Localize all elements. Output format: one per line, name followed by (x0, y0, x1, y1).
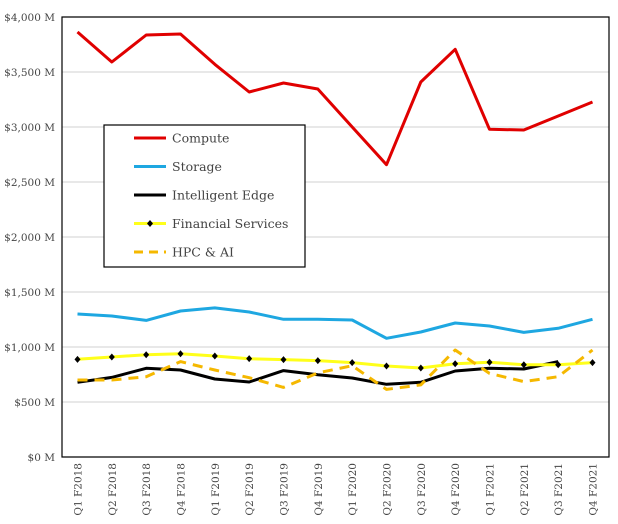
series-line (77, 306, 593, 340)
series-line (77, 360, 559, 386)
x-tick-label: Q2 F2019 (244, 463, 256, 516)
data-point-marker (143, 351, 150, 359)
x-tick-label: Q3 F2021 (553, 463, 565, 516)
legend-label: HPC & AI (172, 245, 234, 260)
x-tick-label: Q2 F2020 (382, 463, 394, 516)
y-tick-label: $2,500 M (4, 177, 55, 189)
legend-item: Compute (134, 131, 229, 146)
data-point-marker (314, 357, 321, 365)
legend-label: Storage (172, 159, 222, 174)
x-tick-label: Q4 F2020 (450, 463, 462, 516)
x-tick-label: Q2 F2021 (519, 463, 531, 516)
legend-item: Financial Services (134, 216, 288, 231)
x-tick-label: Q3 F2020 (416, 463, 428, 516)
x-tick-label: Q4 F2018 (176, 463, 188, 516)
y-tick-label: $3,000 M (4, 122, 55, 134)
data-point-marker (108, 353, 115, 361)
series-hpc-ai (77, 348, 594, 391)
y-tick-label: $1,000 M (4, 342, 55, 354)
y-tick-label: $3,500 M (4, 67, 55, 79)
data-point-marker (383, 362, 390, 370)
data-point-marker (349, 359, 356, 367)
data-point-marker (555, 361, 562, 369)
x-tick-label: Q4 F2019 (313, 463, 325, 516)
data-point-marker (211, 352, 218, 360)
legend: Compute Storage Intelligent Edge Financial … (103, 124, 306, 268)
series-compute (76, 30, 594, 167)
series-line (77, 348, 594, 391)
y-tick-label: $500 M (14, 397, 55, 409)
x-tick-label: Q1 F2018 (73, 463, 85, 516)
plot-border (61, 16, 610, 458)
series-line (76, 30, 594, 167)
series-lines (74, 30, 596, 391)
x-tick-label: Q4 F2021 (588, 463, 600, 516)
data-point-marker (246, 355, 253, 363)
series-storage (77, 306, 593, 340)
legend-item: Storage (134, 159, 222, 174)
y-tick-label: $0 M (28, 452, 56, 464)
data-point-marker (74, 355, 81, 363)
series-line (77, 352, 593, 370)
x-tick-label: Q2 F2018 (107, 463, 119, 516)
legend-item: Intelligent Edge (134, 188, 274, 203)
data-point-marker (452, 360, 459, 368)
y-axis-tick-labels: $0 M $500 M $1,000 M $1,500 M $2,000 M $2,500… (4, 12, 55, 464)
legend-label: Compute (172, 131, 229, 146)
x-axis-tick-labels: Q1 F2018 Q2 F2018 Q3 F2018 Q4 F2018 Q1 F2019… (73, 463, 600, 516)
x-tick-label: Q3 F2018 (141, 463, 153, 516)
legend-label: Intelligent Edge (172, 188, 274, 203)
legend-label: Financial Services (172, 216, 288, 231)
data-point-marker (520, 361, 527, 369)
y-tick-label: $1,500 M (4, 287, 55, 299)
data-point-marker (280, 356, 287, 364)
data-point-marker (177, 350, 184, 358)
legend-item: HPC & AI (134, 245, 234, 260)
series-intelligent-edge (77, 360, 559, 386)
data-point-marker (589, 359, 596, 367)
data-point-marker (486, 358, 493, 366)
x-tick-label: Q1 F2019 (210, 463, 222, 516)
x-tick-label: Q3 F2019 (279, 463, 291, 516)
x-tick-label: Q1 F2021 (485, 463, 497, 516)
legend-marker (147, 220, 153, 227)
series-financial-services (74, 350, 596, 372)
data-point-marker (417, 364, 424, 372)
y-tick-label: $2,000 M (4, 232, 55, 244)
x-tick-label: Q1 F2020 (347, 463, 359, 516)
y-tick-label: $4,000 M (4, 12, 55, 24)
